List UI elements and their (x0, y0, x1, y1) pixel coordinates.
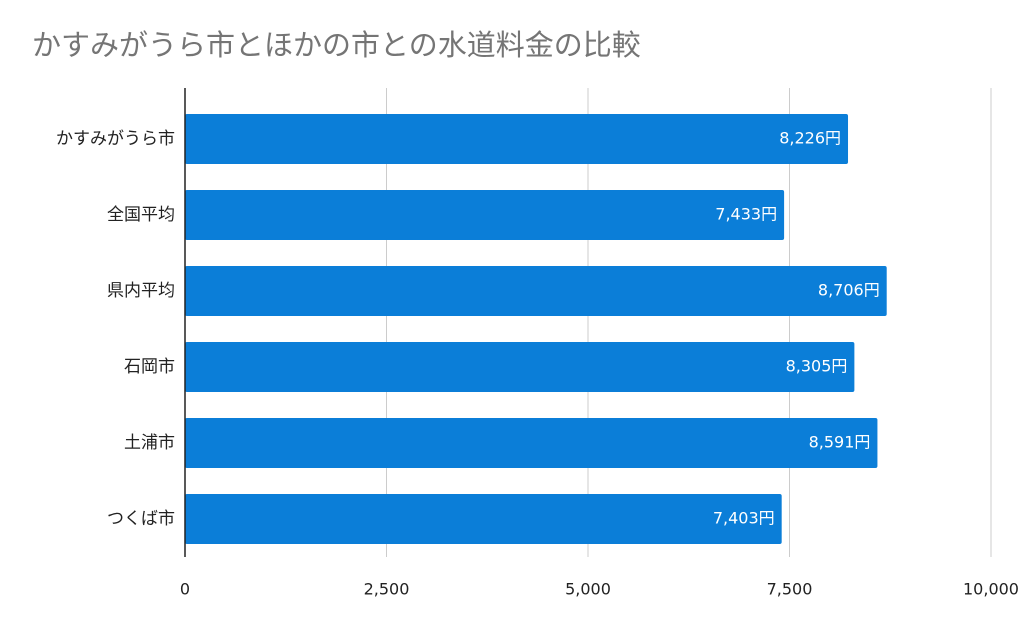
value-label: 7,433円 (715, 205, 777, 224)
x-tick-label: 10,000 (963, 580, 1019, 599)
y-tick-label: 土浦市 (124, 433, 175, 453)
bar (185, 418, 878, 468)
bar (185, 342, 855, 392)
value-label: 8,591円 (809, 433, 871, 452)
y-tick-label: つくば市 (107, 509, 175, 529)
bar (185, 494, 782, 544)
y-tick-label: 県内平均 (107, 281, 175, 301)
x-tick-label: 0 (180, 580, 190, 599)
bar (185, 190, 785, 240)
y-tick-label: 全国平均 (107, 205, 175, 225)
x-tick-label: 2,500 (364, 580, 410, 599)
x-tick-label: 7,500 (767, 580, 813, 599)
value-label: 8,305円 (786, 357, 848, 376)
y-tick-label: 石岡市 (124, 357, 175, 377)
value-label: 8,706円 (818, 281, 880, 300)
bar (185, 266, 887, 316)
bar (185, 114, 849, 164)
x-tick-label: 5,000 (565, 580, 611, 599)
chart-title: かすみがうら市とほかの市との水道料金の比較 (32, 28, 641, 62)
y-tick-label: かすみがうら市 (56, 129, 175, 149)
value-label: 8,226円 (779, 129, 841, 148)
value-label: 7,403円 (713, 509, 775, 528)
